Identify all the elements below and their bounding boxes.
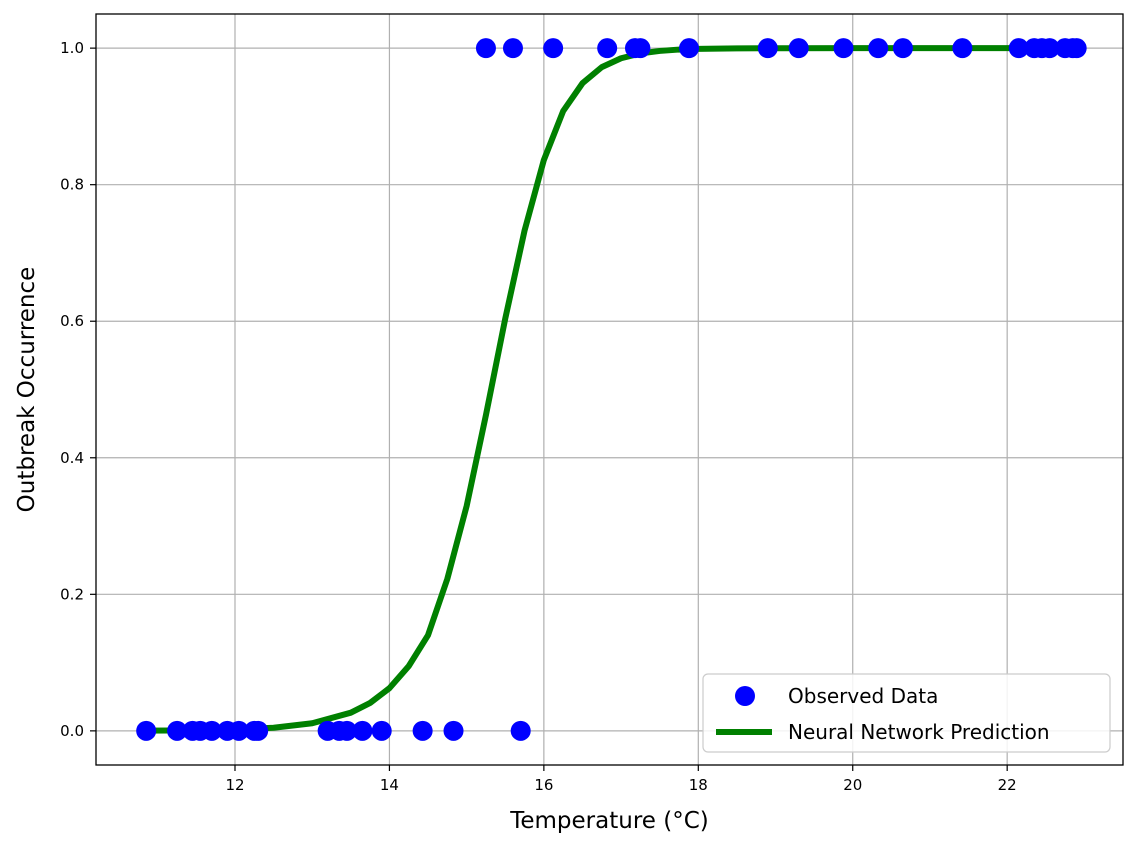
observed-data-point (136, 720, 157, 741)
y-tick-label: 0.4 (60, 449, 84, 467)
plot-background (96, 14, 1123, 765)
x-axis-label: Temperature (°C) (509, 808, 709, 834)
observed-data-point (475, 38, 496, 59)
observed-data-point (892, 38, 913, 59)
observed-data-point (1008, 38, 1029, 59)
x-tick-label: 18 (689, 776, 708, 794)
y-tick-label: 0.2 (60, 585, 84, 603)
plot-frame (95, 13, 1124, 766)
observed-data-point (412, 720, 433, 741)
observed-data-point (201, 720, 222, 741)
observed-data-point (952, 38, 973, 59)
x-axis-ticks: 12 14 16 18 20 22 (225, 765, 1017, 794)
observed-data-point (336, 720, 357, 741)
y-axis-label: Outbreak Occurrence (14, 267, 40, 513)
y-tick-label: 0.8 (60, 176, 84, 194)
observed-data-point (502, 38, 523, 59)
observed-data-point (630, 38, 651, 59)
legend-marker-observed (735, 686, 755, 706)
observed-data-point (757, 38, 778, 59)
legend-label-prediction: Neural Network Prediction (788, 720, 1050, 744)
observed-data-point (833, 38, 854, 59)
y-tick-label: 0.0 (60, 722, 84, 740)
observed-data-point (443, 720, 464, 741)
observed-data-point (248, 720, 269, 741)
observed-data-point (167, 720, 188, 741)
x-tick-label: 22 (998, 776, 1017, 794)
observed-data-point (1039, 38, 1060, 59)
scatter-points (136, 38, 1087, 741)
legend-box (702, 673, 1111, 753)
observed-data-point (352, 720, 373, 741)
y-tick-label: 1.0 (60, 39, 84, 57)
y-tick-label: 0.6 (60, 312, 84, 330)
observed-data-point (510, 720, 531, 741)
legend: Observed Data Neural Network Prediction (702, 673, 1111, 753)
observed-data-point (788, 38, 809, 59)
prediction-curve-layer (146, 45, 1077, 734)
observed-data-point (543, 38, 564, 59)
observed-data-point (597, 38, 618, 59)
observed-data-point (228, 720, 249, 741)
observed-data-point (868, 38, 889, 59)
x-tick-label: 20 (843, 776, 862, 794)
observed-data-point (1066, 38, 1087, 59)
x-tick-label: 16 (534, 776, 553, 794)
x-tick-label: 14 (380, 776, 399, 794)
observed-data-point (679, 38, 700, 59)
y-axis-ticks: 0.0 0.2 0.4 0.6 0.8 1.0 (60, 39, 96, 740)
x-tick-label: 12 (225, 776, 244, 794)
prediction-line (146, 45, 1077, 734)
legend-label-observed: Observed Data (788, 684, 938, 708)
observed-data-point (371, 720, 392, 741)
